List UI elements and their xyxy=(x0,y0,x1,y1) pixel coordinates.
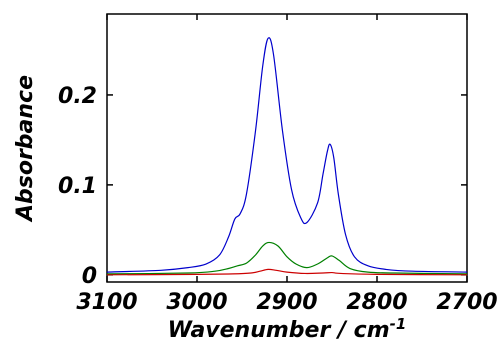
series-line-blue xyxy=(106,37,468,273)
y-tick-label: 0 xyxy=(82,264,97,289)
x-tick-label: 2700 xyxy=(436,290,497,315)
y-tick-label: 0.1 xyxy=(58,174,97,199)
series-line-green xyxy=(106,241,468,275)
x-tick-label: 3000 xyxy=(166,290,227,315)
y-axis-title: Absorbance xyxy=(13,75,38,223)
y-tick-label: 0.2 xyxy=(58,84,97,109)
x-axis-title-main: Wavenumber / cm xyxy=(168,318,390,343)
x-axis-title-superscript: -1 xyxy=(390,315,407,333)
x-tick-label: 2800 xyxy=(346,290,407,315)
plot-frame xyxy=(106,13,468,283)
axis-ticks xyxy=(106,14,468,282)
x-tick-label: 3100 xyxy=(76,290,137,315)
x-axis-title: Wavenumber / cm-1 xyxy=(168,315,407,343)
x-tick-label: 2900 xyxy=(256,290,317,315)
series-layer xyxy=(106,37,468,276)
series-line-red xyxy=(106,268,468,276)
tick-labels: 3100 3000 2900 2800 2700 0 0.1 0.2 xyxy=(58,84,498,315)
